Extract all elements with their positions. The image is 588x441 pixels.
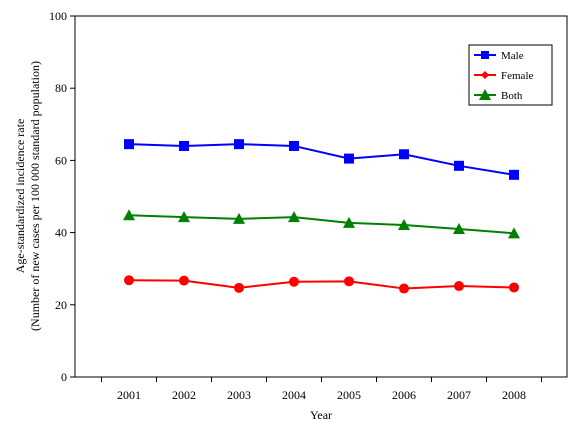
data-point-both bbox=[453, 222, 465, 234]
legend-item-female: Female bbox=[474, 70, 533, 82]
y-axis: 0 20 40 60 80 100 bbox=[49, 9, 75, 384]
data-point-male bbox=[289, 140, 299, 151]
data-point-both bbox=[178, 211, 190, 223]
data-point-male bbox=[234, 139, 244, 150]
data-point-female bbox=[234, 282, 244, 293]
data-point-female bbox=[509, 282, 519, 293]
series-both bbox=[123, 209, 520, 239]
x-tick-label: 2006 bbox=[392, 388, 416, 402]
data-point-both bbox=[398, 219, 410, 231]
x-tick-label: 2005 bbox=[337, 388, 361, 402]
x-tick-label: 2007 bbox=[447, 388, 471, 402]
x-axis-title: Year bbox=[310, 408, 332, 422]
data-point-male bbox=[124, 139, 134, 150]
series-line-both bbox=[128, 214, 515, 235]
data-point-both bbox=[288, 211, 300, 223]
data-point-female bbox=[454, 281, 464, 292]
data-point-male bbox=[454, 160, 464, 171]
data-point-both bbox=[343, 216, 355, 228]
y-tick-label: 60 bbox=[55, 153, 67, 167]
x-tick-label: 2001 bbox=[117, 388, 141, 402]
series-line-male bbox=[128, 143, 515, 176]
y-tick-label: 80 bbox=[55, 81, 67, 95]
x-axis: 2001 2002 2003 2004 2005 2006 2007 2008 bbox=[101, 377, 542, 402]
x-tick-label: 2002 bbox=[172, 388, 196, 402]
series-line-female bbox=[128, 279, 515, 290]
data-point-male bbox=[344, 153, 354, 164]
data-point-female bbox=[344, 276, 354, 287]
data-point-both bbox=[508, 227, 520, 239]
legend-swatch-marker bbox=[481, 51, 489, 59]
legend-label: Female bbox=[501, 70, 533, 82]
x-tick-label: 2008 bbox=[502, 388, 526, 402]
data-point-both bbox=[123, 209, 135, 221]
series-layer bbox=[123, 139, 520, 294]
y-axis-title-group: Age-standardized incidence rate (Number … bbox=[13, 61, 42, 331]
y-axis-title: Age-standardized incidence rate bbox=[13, 119, 27, 274]
legend: Male Female Both bbox=[468, 44, 553, 106]
data-point-female bbox=[399, 283, 409, 294]
legend-swatch-marker bbox=[481, 71, 489, 79]
series-female bbox=[124, 275, 519, 294]
data-point-male bbox=[399, 149, 409, 160]
data-point-male bbox=[179, 140, 189, 151]
data-point-both bbox=[233, 212, 245, 224]
y-tick-label: 40 bbox=[55, 226, 67, 240]
y-tick-label: 0 bbox=[61, 370, 67, 384]
x-tick-label: 2004 bbox=[282, 388, 306, 402]
x-tick-label: 2003 bbox=[227, 388, 251, 402]
series-male bbox=[124, 139, 519, 180]
legend-label: Both bbox=[501, 90, 523, 102]
legend-item-male: Male bbox=[474, 50, 524, 62]
data-point-female bbox=[179, 275, 189, 286]
legend-label: Male bbox=[501, 50, 524, 62]
y-tick-label: 100 bbox=[49, 9, 67, 23]
y-tick-label: 20 bbox=[55, 298, 67, 312]
data-point-male bbox=[509, 169, 519, 180]
legend-item-both: Both bbox=[474, 89, 523, 102]
legend-swatch-marker bbox=[479, 89, 491, 100]
data-point-female bbox=[289, 276, 299, 287]
y-axis-subtitle: (Number of new cases per 100 000 standar… bbox=[28, 61, 42, 331]
data-point-female bbox=[124, 275, 134, 286]
